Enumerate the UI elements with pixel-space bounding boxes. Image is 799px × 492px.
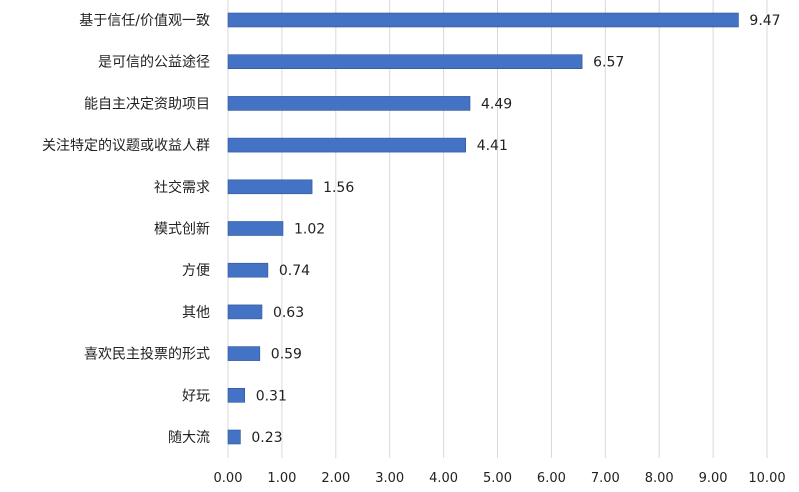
category-label: 方便 (182, 263, 210, 279)
x-tick-label: 0.00 (214, 471, 243, 486)
category-label: 随大流 (168, 430, 210, 446)
data-label: 0.23 (251, 430, 282, 446)
category-label: 关注特定的议题或收益人群 (42, 138, 210, 154)
grid (227, 0, 768, 458)
category-label: 其他 (182, 305, 210, 321)
category-label: 是可信的公益途径 (98, 54, 210, 71)
x-tick-label: 3.00 (375, 471, 404, 486)
bar (227, 262, 269, 278)
x-tick-label: 5.00 (483, 471, 512, 486)
category-label: 喜欢民主投票的形式 (84, 347, 210, 363)
bar (227, 54, 583, 70)
bar (227, 304, 263, 320)
category-label: 能自主决定资助项目 (84, 96, 210, 112)
x-tick-label: 4.00 (429, 471, 458, 486)
data-label: 0.74 (279, 263, 310, 279)
category-label: 模式创新 (154, 222, 210, 238)
data-label: 9.47 (749, 13, 780, 29)
data-label: 6.57 (593, 55, 624, 71)
bar (227, 387, 246, 403)
x-tick-label: 7.00 (591, 471, 620, 486)
bar (227, 179, 313, 195)
x-tick-label: 6.00 (537, 471, 566, 486)
category-label: 好玩 (182, 388, 210, 404)
x-tick-label: 10.00 (748, 471, 785, 486)
data-labels: 9.47 6.57 4.49 4.41 1.56 1.02 0.74 0.63 0.59 0.31… (251, 13, 780, 446)
data-label: 0.63 (273, 305, 304, 321)
data-label: 4.49 (481, 96, 512, 112)
x-axis-ticks: 0.00 1.00 2.00 3.00 4.00 5.00 6.00 7.00 8.00 9.00… (214, 471, 786, 486)
category-labels: 基于信任/价值观一致是可信的公益途径能自主决定资助项目关注特定的议题或收益人群社… (42, 12, 210, 446)
data-label: 1.56 (323, 180, 354, 196)
category-label: 社交需求 (154, 179, 210, 196)
x-tick-label: 9.00 (699, 471, 728, 486)
data-label: 0.59 (271, 347, 302, 363)
bar (227, 429, 241, 445)
x-tick-label: 2.00 (321, 471, 350, 486)
x-tick-label: 8.00 (645, 471, 674, 486)
bar (227, 137, 466, 153)
data-label: 0.31 (256, 388, 287, 404)
category-label: 基于信任/价值观一致 (79, 12, 210, 29)
bar (227, 346, 261, 361)
bar (227, 96, 471, 111)
x-tick-label: 1.00 (267, 471, 296, 486)
data-label: 4.41 (477, 138, 508, 154)
data-label: 1.02 (294, 222, 325, 238)
bar (227, 12, 739, 28)
bar (227, 221, 284, 236)
bars (227, 12, 739, 445)
